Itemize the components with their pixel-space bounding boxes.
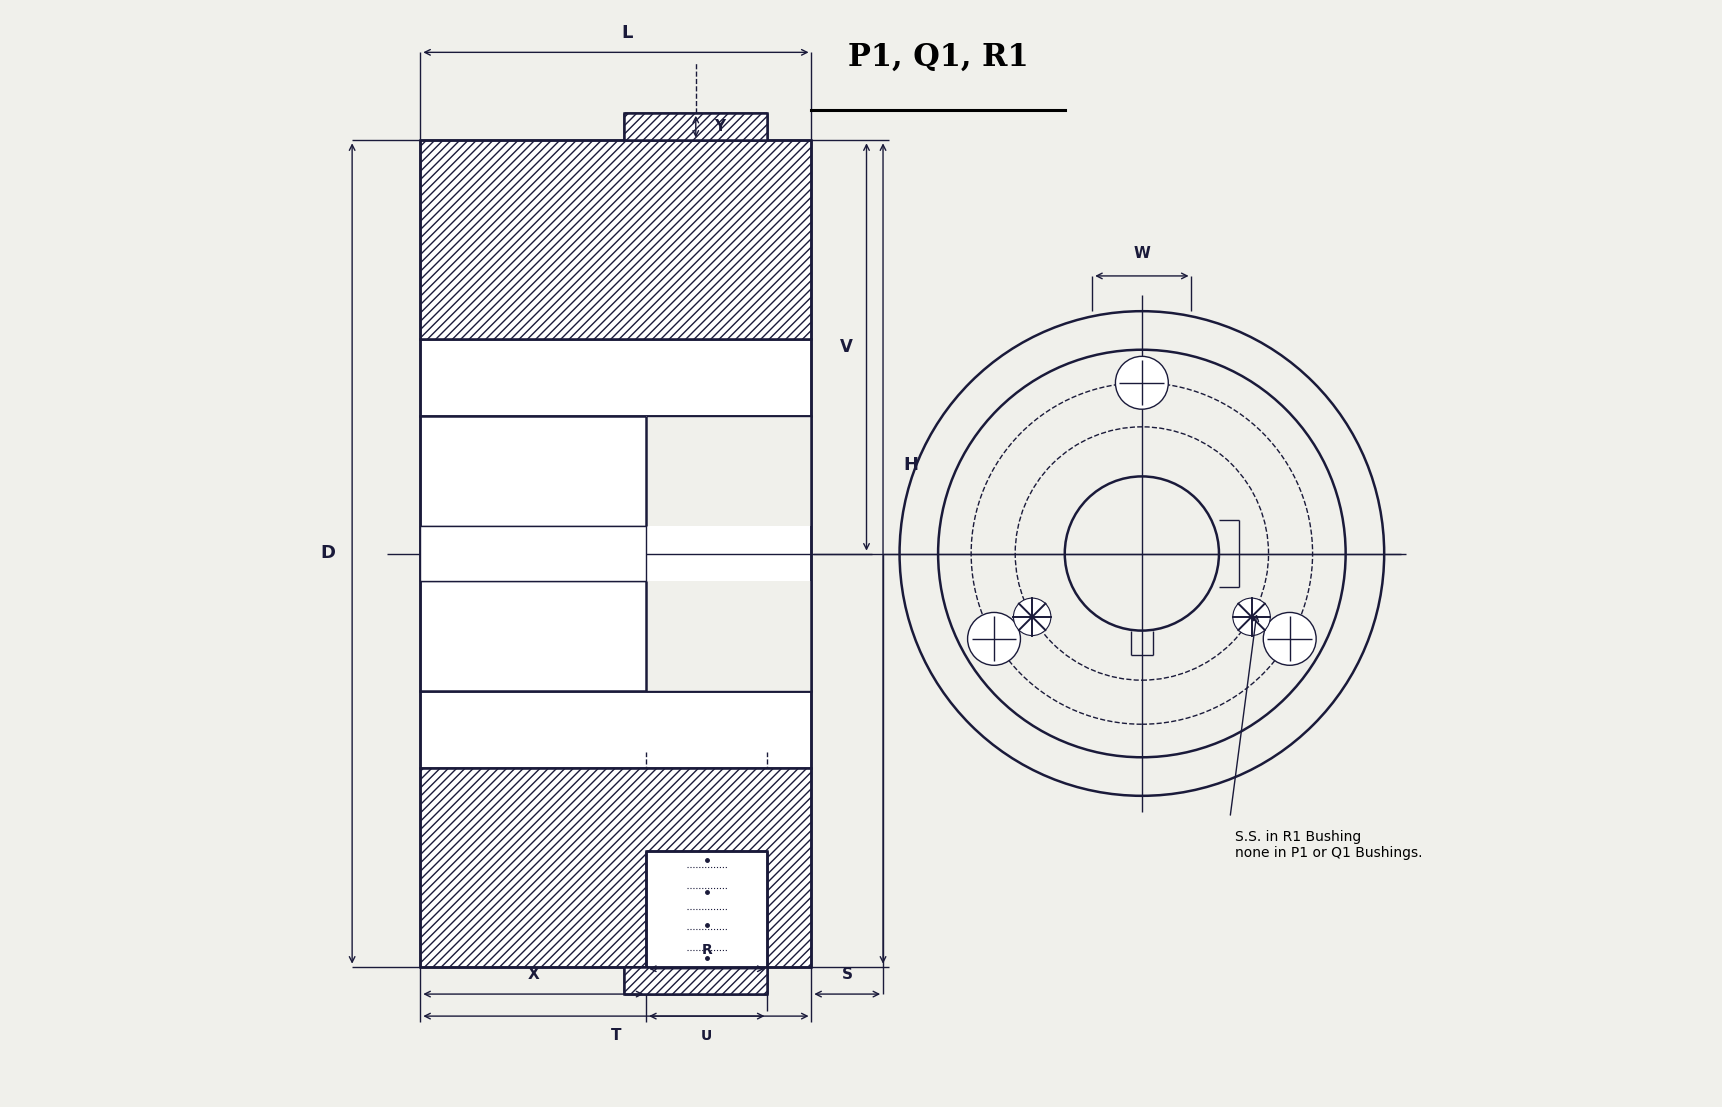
Polygon shape bbox=[623, 966, 768, 994]
Polygon shape bbox=[420, 768, 811, 966]
Polygon shape bbox=[420, 416, 811, 691]
Text: V: V bbox=[840, 338, 852, 356]
Text: D: D bbox=[320, 545, 336, 562]
Circle shape bbox=[1264, 612, 1316, 665]
Text: H: H bbox=[902, 456, 918, 475]
Circle shape bbox=[1233, 598, 1271, 635]
Text: X: X bbox=[527, 966, 539, 982]
Circle shape bbox=[1014, 598, 1050, 635]
Polygon shape bbox=[646, 416, 811, 526]
Polygon shape bbox=[420, 141, 811, 339]
Text: U: U bbox=[701, 1028, 713, 1043]
Text: L: L bbox=[622, 23, 632, 42]
Text: T: T bbox=[611, 1028, 622, 1044]
Circle shape bbox=[1116, 356, 1168, 410]
Polygon shape bbox=[420, 526, 646, 581]
Polygon shape bbox=[420, 691, 811, 768]
Text: W: W bbox=[1133, 247, 1150, 261]
Text: Y: Y bbox=[715, 120, 725, 134]
Text: R: R bbox=[701, 943, 713, 958]
Polygon shape bbox=[420, 339, 811, 416]
Polygon shape bbox=[646, 851, 768, 966]
Text: S: S bbox=[842, 966, 852, 982]
Text: S.S. in R1 Bushing
none in P1 or Q1 Bushings.: S.S. in R1 Bushing none in P1 or Q1 Bush… bbox=[1235, 830, 1422, 860]
Polygon shape bbox=[646, 581, 811, 691]
Circle shape bbox=[968, 612, 1021, 665]
Polygon shape bbox=[623, 113, 768, 141]
Text: P1, Q1, R1: P1, Q1, R1 bbox=[847, 41, 1028, 72]
